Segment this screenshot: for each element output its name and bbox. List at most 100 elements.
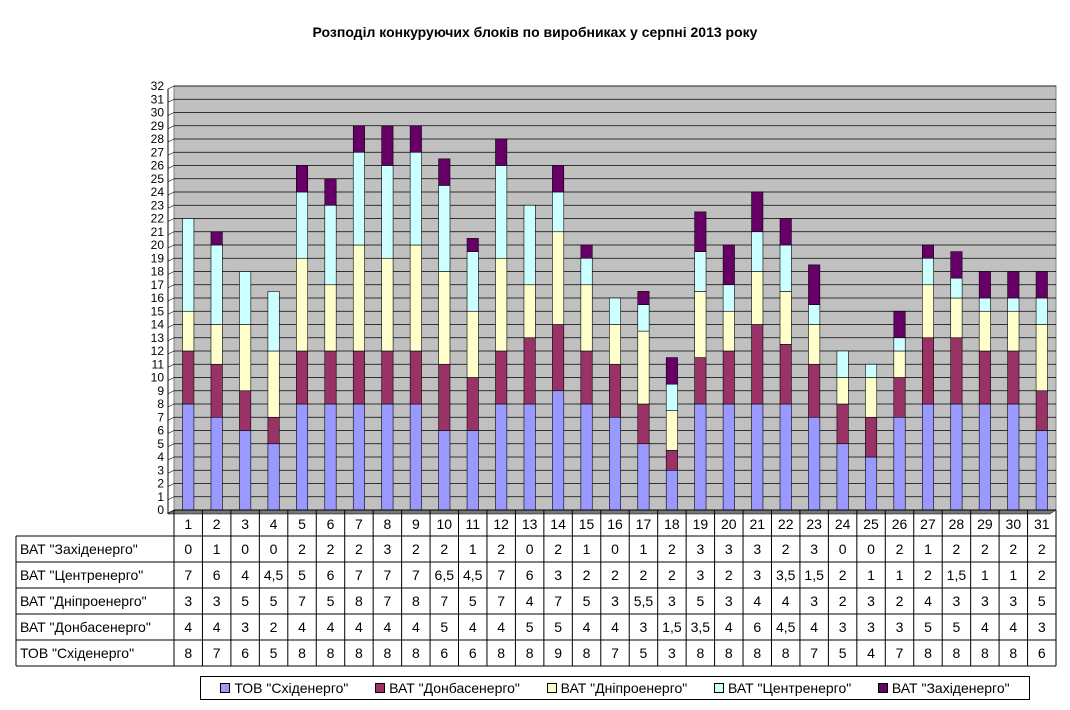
bar-segment bbox=[324, 403, 337, 511]
bar-segment bbox=[921, 403, 934, 511]
bar-segment bbox=[267, 443, 280, 511]
bar-segment bbox=[1007, 350, 1020, 405]
gridline-side bbox=[167, 138, 175, 143]
bar-segment bbox=[267, 291, 280, 352]
bar-segment bbox=[409, 244, 422, 352]
data-label: 6 bbox=[753, 619, 761, 635]
data-label: 4 bbox=[327, 619, 335, 635]
bar-segment bbox=[409, 350, 422, 405]
category-label: 24 bbox=[835, 516, 851, 532]
data-label: 3 bbox=[810, 593, 818, 609]
y-tick-label: 31 bbox=[151, 92, 165, 106]
category-label: 19 bbox=[693, 516, 709, 532]
category-label: 10 bbox=[437, 516, 453, 532]
bar-segment bbox=[438, 271, 451, 365]
y-tick-label: 16 bbox=[151, 291, 165, 305]
data-label: 3 bbox=[640, 619, 648, 635]
bar-segment bbox=[751, 231, 764, 272]
data-label: 2 bbox=[355, 541, 363, 557]
legend-label: ВАТ "Західенерго" bbox=[891, 680, 1010, 696]
bar-segment bbox=[865, 416, 878, 458]
bar-segment bbox=[893, 416, 906, 511]
y-tick-label: 23 bbox=[151, 198, 165, 212]
gridline-side bbox=[167, 151, 175, 156]
data-label: 5 bbox=[696, 593, 704, 609]
data-label: 5 bbox=[953, 619, 961, 635]
data-label: 8 bbox=[497, 645, 505, 661]
bar-segment bbox=[267, 350, 280, 418]
data-label: 1 bbox=[469, 541, 477, 557]
data-label: 6 bbox=[526, 567, 534, 583]
bar-segment bbox=[893, 377, 906, 418]
category-label: 25 bbox=[863, 516, 879, 532]
data-label: 2 bbox=[668, 541, 676, 557]
bar-segment bbox=[552, 324, 565, 392]
gridline-side bbox=[167, 218, 175, 222]
y-tick-label: 26 bbox=[151, 159, 165, 173]
y-tick-label: 17 bbox=[151, 278, 165, 292]
data-label: 1 bbox=[924, 541, 932, 557]
data-label: 3 bbox=[241, 619, 249, 635]
bar-segment bbox=[495, 165, 508, 259]
data-label: 1 bbox=[213, 541, 221, 557]
bar-segment bbox=[1035, 324, 1048, 392]
bar-segment bbox=[836, 377, 849, 405]
legend-item: ВАТ "Західенерго" bbox=[877, 680, 1010, 696]
bar-segment bbox=[694, 403, 707, 511]
data-label: 7 bbox=[896, 645, 904, 661]
y-tick-label: 29 bbox=[151, 119, 165, 133]
data-label: 3 bbox=[1009, 593, 1017, 609]
data-label: 4 bbox=[184, 619, 192, 635]
chart-title: Розподіл конкуруючих блоків по виробника… bbox=[312, 24, 758, 40]
bar-segment bbox=[523, 403, 536, 511]
data-label: 4 bbox=[355, 619, 363, 635]
data-label: 2 bbox=[611, 567, 619, 583]
bar-segment bbox=[836, 350, 849, 378]
gridline-side bbox=[167, 165, 175, 169]
bar-segment bbox=[352, 403, 365, 511]
bar-segment bbox=[921, 257, 934, 286]
gridline-side bbox=[167, 178, 175, 183]
data-label: 4 bbox=[213, 619, 221, 635]
data-label: 0 bbox=[867, 541, 875, 557]
data-label: 6 bbox=[327, 567, 335, 583]
data-label: 2 bbox=[554, 541, 562, 557]
bar-segment bbox=[495, 403, 508, 511]
data-label: 2 bbox=[1009, 541, 1017, 557]
data-label: 6 bbox=[1038, 645, 1046, 661]
y-tick-label: 1 bbox=[157, 490, 164, 504]
y-tick-label: 2 bbox=[157, 477, 164, 491]
table-row-label: ТОВ "Сxiденерго" bbox=[20, 645, 134, 661]
bar-segment bbox=[580, 244, 593, 259]
bar-segment bbox=[609, 324, 621, 365]
legend-swatch bbox=[713, 683, 724, 693]
data-label: 8 bbox=[981, 645, 989, 661]
bar-segment bbox=[466, 251, 479, 312]
category-label: 21 bbox=[749, 516, 765, 532]
bar-segment bbox=[552, 390, 565, 511]
bar-segment bbox=[324, 350, 337, 405]
bar-segment bbox=[523, 204, 536, 286]
gridline-side bbox=[167, 244, 175, 249]
data-label: 2 bbox=[583, 567, 591, 583]
data-label: 8 bbox=[355, 593, 363, 609]
data-label: 8 bbox=[412, 645, 420, 661]
category-label: 14 bbox=[550, 516, 566, 532]
bar-segment bbox=[865, 377, 878, 418]
data-label: 8 bbox=[355, 645, 363, 661]
bar-segment bbox=[1007, 403, 1020, 511]
data-label: 2 bbox=[640, 567, 648, 583]
y-tick-label: 5 bbox=[157, 437, 164, 451]
legend-item: ВАТ "Донбасенерго" bbox=[375, 680, 520, 696]
category-label: 29 bbox=[977, 516, 993, 532]
gridline-side bbox=[167, 297, 175, 302]
bar-segment bbox=[210, 363, 223, 418]
data-label: 7 bbox=[497, 567, 505, 583]
bar-segment bbox=[381, 257, 394, 352]
bar-segment bbox=[381, 165, 394, 259]
data-label: 8 bbox=[583, 645, 591, 661]
data-label: 0 bbox=[839, 541, 847, 557]
bar-segment bbox=[950, 251, 963, 279]
bar-segment bbox=[296, 350, 309, 405]
bar-segment bbox=[239, 271, 252, 325]
